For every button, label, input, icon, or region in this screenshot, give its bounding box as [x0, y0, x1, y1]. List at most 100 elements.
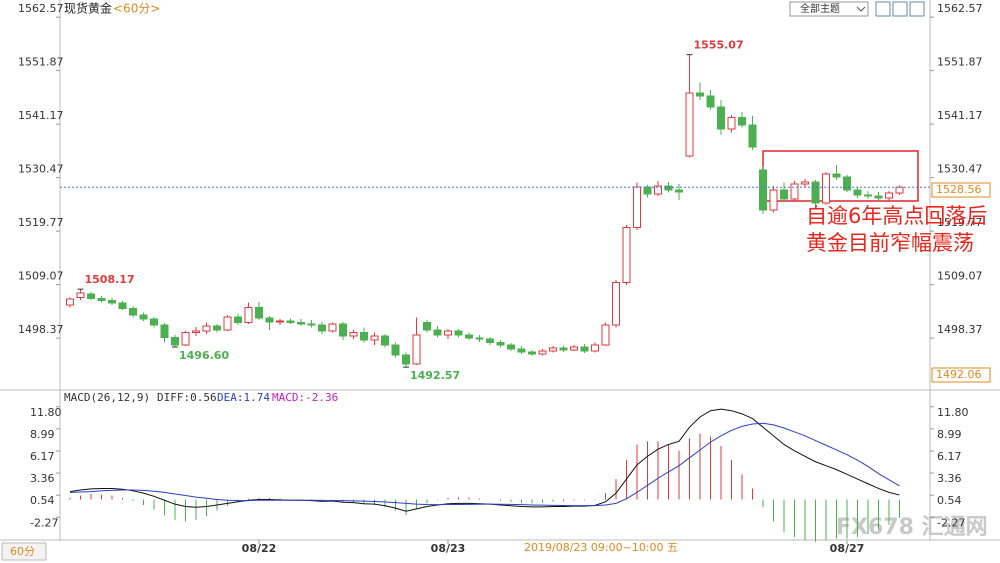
candle-body	[517, 348, 526, 353]
candle-body	[318, 324, 326, 332]
zoom-button[interactable]	[892, 1, 908, 17]
candle-body	[727, 117, 736, 130]
candle-body	[391, 344, 400, 356]
candle-body	[465, 334, 473, 339]
candle-body	[234, 316, 242, 323]
macd-title: MACD(26,12,9)	[64, 391, 150, 404]
candle-body	[76, 292, 85, 298]
macd-y2-tick-label: -2.27	[937, 516, 965, 529]
candle-body	[349, 332, 358, 337]
annotation: 自逾6年高点回落后黄金目前窄幅震荡	[806, 204, 988, 255]
chart-title: 现货黄金	[64, 1, 112, 16]
candle-body	[675, 189, 683, 193]
candle-body	[433, 329, 442, 336]
candle-body	[601, 324, 610, 346]
candle-body	[843, 176, 851, 191]
candle-body	[780, 189, 788, 200]
candle-body	[370, 335, 379, 341]
candle-body	[265, 317, 274, 323]
macd-y-tick-label: -2.27	[30, 516, 58, 529]
candle-body	[696, 92, 704, 97]
candle-body	[559, 347, 568, 351]
period-button[interactable]	[1, 542, 47, 561]
candle-body	[853, 189, 862, 196]
candle-body	[832, 173, 841, 178]
candle-body	[486, 338, 494, 343]
candle-body	[171, 337, 179, 346]
candle-body	[654, 185, 662, 195]
candle-body	[444, 330, 452, 336]
candle-body	[129, 308, 137, 316]
x-tick-label: 08/23	[431, 542, 466, 555]
candle-body	[150, 318, 158, 326]
y2-tick-label: 1509.07	[937, 270, 983, 283]
candle-body	[108, 300, 116, 304]
candle-body	[160, 324, 169, 338]
diff-label: DIFF:0.56	[157, 391, 217, 404]
theme-dropdown[interactable]	[789, 1, 869, 17]
candle-body	[822, 173, 830, 204]
candle-body	[738, 117, 746, 126]
y-tick-label: 1530.47	[18, 163, 64, 176]
y2-tick-label: 1551.87	[937, 56, 983, 69]
macd-y-tick-label: 11.80	[30, 406, 62, 419]
candle-body	[685, 92, 694, 157]
candle-body	[286, 320, 295, 323]
y-tick-label: 1498.37	[18, 323, 64, 336]
point-label: 1508.17	[85, 273, 135, 286]
candle-body	[801, 181, 809, 185]
candle-body	[244, 307, 253, 323]
candle-body	[885, 192, 893, 199]
point-label: 1555.07	[694, 39, 744, 52]
candle-body	[276, 320, 284, 323]
candle-body	[192, 330, 200, 333]
y2-tick-label: 1541.17	[937, 109, 983, 122]
watermark: FX678 汇通网	[836, 515, 988, 540]
macd-y-tick-label: 6.17	[30, 450, 55, 463]
candle-body	[307, 323, 316, 326]
cursor-label: 2019/08/23 09:00~10:00 五	[524, 541, 678, 554]
candle-body	[664, 185, 673, 191]
y2-tick-label: 1519.77	[937, 216, 983, 229]
dea-label: DEA:1.74	[217, 391, 270, 404]
candle-body	[622, 227, 631, 283]
candle-body	[580, 346, 589, 352]
macd-y-tick-label: 0.54	[30, 494, 55, 507]
candle-body	[423, 322, 431, 331]
candle-body	[213, 325, 221, 331]
candle-body	[139, 314, 148, 320]
candle-body	[811, 181, 820, 204]
candle-body	[633, 186, 641, 228]
point-label: 1492.57	[410, 369, 460, 382]
candle-body	[769, 189, 778, 211]
candle-body	[790, 183, 799, 200]
candle-body	[223, 316, 232, 331]
macd-line	[69, 422, 900, 507]
y-tick-label: 1541.17	[18, 109, 64, 122]
candle-body	[549, 347, 557, 352]
candle-body	[87, 293, 95, 299]
settings-button[interactable]	[909, 1, 925, 17]
candle-body	[454, 330, 463, 336]
candle-body	[328, 323, 337, 332]
candle-body	[496, 342, 505, 346]
macd-y2-tick-label: 11.80	[937, 406, 969, 419]
macd-label: MACD:-2.36	[272, 391, 338, 404]
candle-body	[255, 307, 263, 319]
last-price-label: 1528.56	[936, 183, 982, 196]
y2-tick-label: 1562.57	[937, 2, 983, 15]
macd-y-tick-label: 3.36	[30, 472, 55, 485]
zoom-button[interactable]	[875, 1, 891, 17]
candle-body	[717, 106, 725, 130]
candle-body	[297, 322, 305, 325]
candle-body	[759, 169, 767, 211]
candle-body	[507, 344, 515, 350]
candle-body	[202, 325, 211, 332]
dropdown-arrow	[856, 6, 866, 12]
candle-body	[381, 335, 389, 346]
candle-body	[475, 337, 484, 340]
theme-dropdown-label: 全部主题	[800, 2, 840, 15]
